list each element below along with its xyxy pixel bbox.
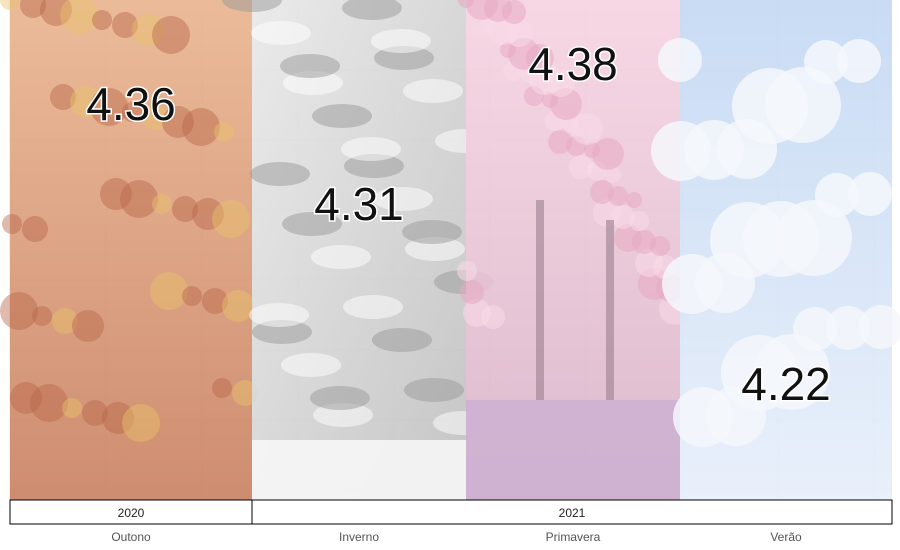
year-group-label: 2020 — [118, 506, 145, 520]
x-axis: 2020 2021 Outono Inverno Primavera Verão — [9, 499, 893, 544]
category-tick-label: Outono — [111, 530, 151, 544]
value-labels: 4.36 4.31 4.38 4.22 — [85, 37, 833, 412]
value-label: 4.38 — [528, 38, 618, 90]
bars — [0, 0, 900, 500]
value-label: 4.22 — [741, 358, 831, 410]
bar-primavera — [457, 0, 691, 500]
bar-outono — [0, 0, 258, 500]
category-tick-label: Primavera — [546, 530, 601, 544]
bar-inverno — [222, 0, 495, 500]
bar-ver-o — [651, 0, 900, 500]
category-tick-label: Inverno — [339, 530, 379, 544]
value-label: 4.36 — [86, 78, 176, 130]
value-label: 4.31 — [314, 178, 404, 230]
category-tick-label: Verão — [770, 530, 802, 544]
year-group-label: 2021 — [559, 506, 586, 520]
